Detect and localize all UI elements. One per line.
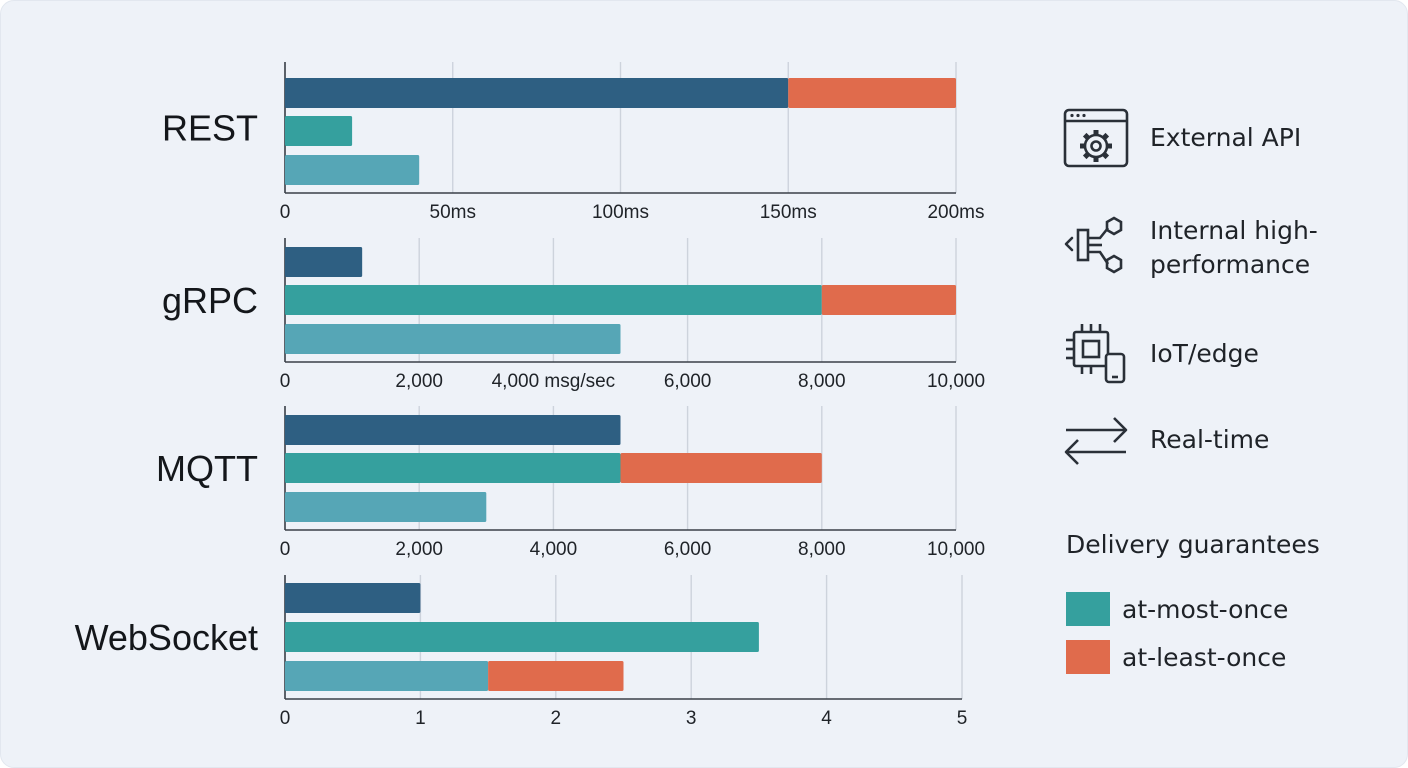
bar-segment xyxy=(285,492,487,522)
x-tick-label: 0 xyxy=(280,539,291,560)
microservice-nodes-icon xyxy=(1064,216,1123,274)
legend-label: at-most-once xyxy=(1122,594,1289,624)
bar-segment xyxy=(285,116,353,146)
x-tick-label: 100ms xyxy=(592,202,649,223)
bar-grpc-2 xyxy=(285,285,956,315)
bar-segment xyxy=(285,155,420,185)
legend-label: at-least-once xyxy=(1122,642,1287,672)
use-case-internal-high-performance: Internal high-performance xyxy=(1062,214,1320,282)
bar-segment xyxy=(285,453,621,483)
category-label-grpc: gRPC xyxy=(162,280,258,321)
panel-rest: REST 0 50ms 100ms 150ms 200ms xyxy=(162,62,985,223)
x-tick-label: 0 xyxy=(280,202,291,223)
legend-swatch-at-least-once xyxy=(1066,640,1110,674)
legend-panel: External API Internal high-performance I xyxy=(1062,0,1392,768)
legend-item-at-least-once: at-least-once xyxy=(1066,640,1286,674)
bar-chart-panels: REST 0 50ms 100ms 150ms 200ms gRPC 0 2,000 4,000 … xyxy=(75,62,985,729)
use-case-external-api: External API xyxy=(1062,104,1320,172)
bar-segment xyxy=(285,247,363,277)
x-tick-label: 10,000 xyxy=(927,371,985,392)
category-label-websocket: WebSocket xyxy=(75,617,258,658)
x-tick-label: 4 xyxy=(821,708,832,729)
x-tick-label: 50ms xyxy=(430,202,476,223)
x-tick-label: 8,000 xyxy=(798,539,846,560)
bar-segment xyxy=(285,583,421,613)
use-case-iot-edge: IoT/edge xyxy=(1062,320,1320,388)
x-tick-label: 6,000 xyxy=(664,371,712,392)
use-case-label: Real-time xyxy=(1150,425,1270,454)
bar-segment xyxy=(285,324,621,354)
bar-mqtt-3 xyxy=(285,492,487,522)
bar-websocket-1 xyxy=(285,583,421,613)
category-label-rest: REST xyxy=(162,108,258,149)
bar-websocket-3 xyxy=(285,661,624,691)
panel-grpc: gRPC 0 2,000 4,000 msg/sec 6,000 8,000 10,000 xyxy=(162,238,985,392)
delivery-guarantees-title: Delivery guarantees xyxy=(1066,530,1320,559)
bar-segment xyxy=(285,285,822,315)
bar-segment xyxy=(285,622,759,652)
bar-rest-3 xyxy=(285,155,420,185)
x-tick-label: 150ms xyxy=(760,202,817,223)
x-tick-label: 200ms xyxy=(927,202,984,223)
x-tick-label: 0 xyxy=(280,708,291,729)
bar-rest-2 xyxy=(285,116,353,146)
use-case-real-time: Real-time xyxy=(1062,406,1320,474)
legend-item-at-most-once: at-most-once xyxy=(1066,592,1288,626)
chip-device-icon xyxy=(1066,324,1126,384)
panel-mqtt: MQTT 0 2,000 4,000 6,000 8,000 10,000 xyxy=(156,406,985,560)
x-tick-label: 5 xyxy=(957,708,968,729)
browser-gear-icon xyxy=(1063,108,1129,168)
bar-segment xyxy=(285,78,789,108)
x-tick-label: 2,000 xyxy=(395,371,443,392)
bar-segment xyxy=(620,453,822,483)
x-tick-label: 2 xyxy=(551,708,562,729)
bar-segment xyxy=(488,661,624,691)
x-tick-label: 3 xyxy=(686,708,697,729)
bar-websocket-2 xyxy=(285,622,759,652)
use-case-label: IoT/edge xyxy=(1150,339,1259,368)
category-label-mqtt: MQTT xyxy=(156,448,258,489)
bar-grpc-1 xyxy=(285,247,363,277)
x-tick-label: 0 xyxy=(280,371,291,392)
bidirectional-arrows-icon xyxy=(1064,417,1128,465)
bar-mqtt-2 xyxy=(285,453,822,483)
x-tick-label: 4,000 msg/sec xyxy=(492,371,616,392)
x-tick-label: 2,000 xyxy=(395,539,443,560)
x-tick-label: 8,000 xyxy=(798,371,846,392)
bar-segment xyxy=(821,285,956,315)
panel-websocket: WebSocket 0 1 2 3 4 5 xyxy=(75,575,968,729)
x-tick-label: 6,000 xyxy=(664,539,712,560)
x-tick-label: 10,000 xyxy=(927,539,985,560)
bar-mqtt-1 xyxy=(285,415,621,445)
bar-rest-1 xyxy=(285,78,956,108)
x-tick-label: 1 xyxy=(415,708,426,729)
bar-segment xyxy=(285,415,621,445)
bar-segment xyxy=(788,78,956,108)
bar-segment xyxy=(285,661,489,691)
bar-grpc-3 xyxy=(285,324,621,354)
legend-swatch-at-most-once xyxy=(1066,592,1110,626)
use-case-label: Internal high-performance xyxy=(1150,216,1318,279)
x-tick-label: 4,000 xyxy=(530,539,578,560)
use-case-label: External API xyxy=(1150,123,1302,152)
